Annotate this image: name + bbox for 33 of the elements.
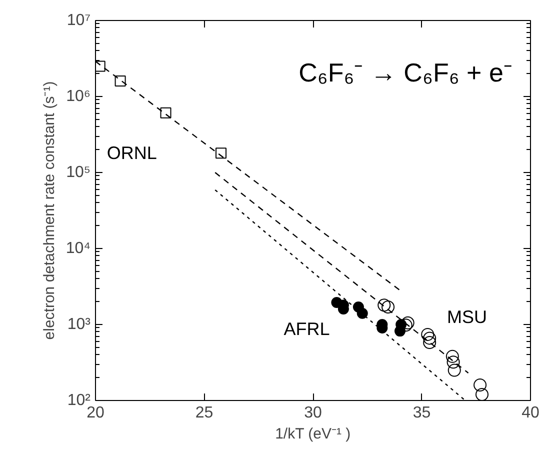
- point: [378, 298, 391, 312]
- point: [474, 378, 487, 392]
- y-tick-label: 10⁷: [66, 12, 91, 29]
- y-tick-label: 10⁵: [66, 164, 91, 181]
- point: [356, 308, 368, 319]
- point: [446, 350, 459, 363]
- x-tick-label: 40: [522, 404, 540, 422]
- point: [382, 300, 395, 314]
- x-tick-label: 20: [86, 404, 104, 422]
- series-label: AFRL: [284, 319, 330, 340]
- point: [114, 75, 126, 86]
- y-tick-label: 10⁶: [66, 88, 91, 105]
- x-tick-label: 30: [304, 404, 322, 422]
- point: [160, 107, 172, 118]
- point: [401, 316, 414, 330]
- point: [448, 364, 461, 377]
- point: [96, 60, 106, 72]
- point: [423, 336, 436, 349]
- point: [394, 326, 406, 337]
- y-axis-title: electron detachment rate constant (s⁻¹): [40, 81, 58, 340]
- series-label: MSU: [447, 307, 487, 328]
- annotation: C₆F₆⁻ → C₆F₆ + e⁻: [298, 58, 512, 88]
- point: [215, 148, 226, 159]
- y-tick-label: 10³: [67, 316, 92, 333]
- x-axis-title: 1/kT (eV⁻¹ ): [275, 426, 351, 442]
- point: [475, 388, 488, 400]
- point: [421, 328, 434, 341]
- point: [446, 356, 460, 369]
- x-tick-label: 35: [412, 404, 431, 422]
- point: [423, 332, 436, 345]
- y-tick-label: 10⁴: [66, 240, 91, 257]
- x-tick-label: 25: [195, 404, 214, 422]
- legend-label: ORNL: [106, 143, 157, 164]
